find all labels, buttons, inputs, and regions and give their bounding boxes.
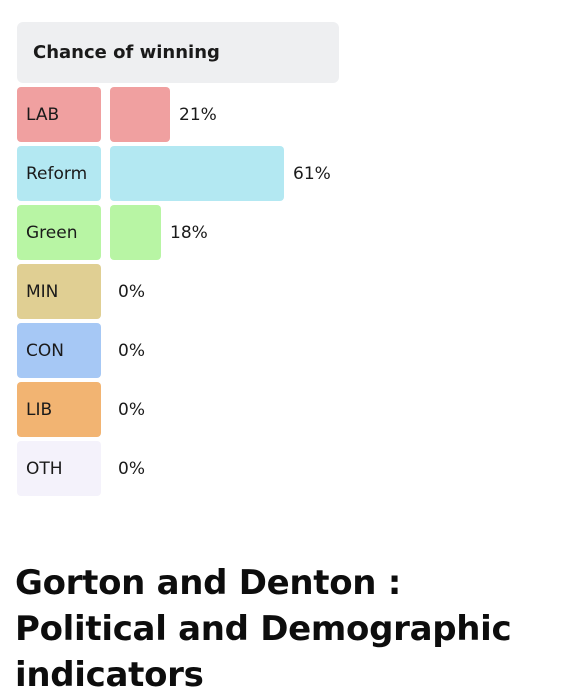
value-label-green: 18% <box>170 222 208 243</box>
value-label-con: 0% <box>118 340 145 361</box>
chance-of-winning-title: Chance of winning <box>33 42 220 63</box>
value-label-reform: 61% <box>293 163 331 184</box>
party-label-green: Green <box>17 205 101 260</box>
chance-of-winning-chart: LAB 21% Reform 61% Green 18% MIN 0% CON 0% LIB 0% OT… <box>17 87 331 496</box>
party-label-min: MIN <box>17 264 101 319</box>
value-label-min: 0% <box>118 281 145 302</box>
value-label-lib: 0% <box>118 399 145 420</box>
party-label-con: CON <box>17 323 101 378</box>
page-heading: Gorton and Denton : Political and Demogr… <box>15 563 512 695</box>
bar-reform <box>110 146 284 201</box>
party-label-reform: Reform <box>17 146 101 201</box>
chance-of-winning-header: Chance of winning <box>17 22 339 83</box>
value-label-oth: 0% <box>118 458 145 479</box>
party-label-lib: LIB <box>17 382 101 437</box>
bar-green <box>110 205 161 260</box>
value-label-lab: 21% <box>179 104 217 125</box>
bar-lab <box>110 87 170 142</box>
party-label-lab: LAB <box>17 87 101 142</box>
party-label-oth: OTH <box>17 441 101 496</box>
